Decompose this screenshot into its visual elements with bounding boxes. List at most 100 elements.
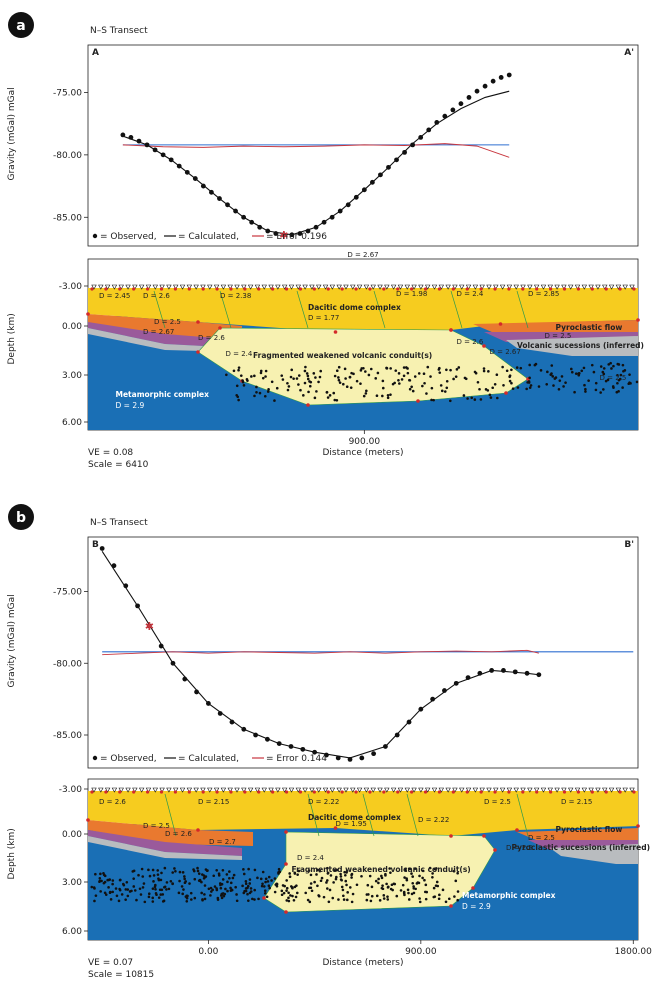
station-triangle-icon [595,787,601,793]
station-triangle-icon [111,787,118,793]
density-sample-point [570,367,573,371]
density-sample-point [117,899,121,903]
density-sample-point [224,887,227,891]
station-triangle-icon [384,284,390,290]
station-triangle-icon [254,284,261,290]
density-sample-point [564,381,567,384]
density-sample-point [141,886,145,889]
station-triangle-icon [370,787,376,793]
density-sample-point [570,370,574,374]
density-sample-point [255,390,258,394]
density-sample-point [288,872,291,875]
density-sample-point [335,868,339,872]
observed-point [536,672,542,678]
density-sample-point [165,881,169,884]
vertex-marker [604,790,608,794]
legend-calculated-label: = Calculated, [178,232,239,242]
density-sample-point [342,898,346,901]
density-sample-point [370,894,374,898]
observed-point [217,711,223,716]
density-sample-point [434,867,438,870]
vertex-marker [535,790,539,794]
station-triangle-icon [520,284,526,290]
depth-axis-label: Depth (km) [7,828,17,879]
density-sample-point [205,869,209,873]
density-sample-point [242,384,246,387]
density-sample-point [124,898,127,901]
density-sample-point [253,394,256,398]
density-sample-point [377,877,380,881]
station-triangle-icon [486,284,492,290]
density-sample-point [295,377,299,380]
density-sample-point [377,881,380,885]
density-sample-point [364,392,368,395]
density-sample-point [384,872,387,876]
density-sample-point [302,394,305,397]
density-sample-point [303,381,307,385]
density-sample-point [421,384,424,388]
station-triangle-icon [322,787,329,793]
depth-tick-label: 3.00 [62,878,82,888]
station-triangle-icon [622,787,628,793]
density-sample-point [289,375,293,379]
station-triangle-icon [547,787,553,793]
density-sample-point [106,878,109,882]
station-triangle-icon [479,787,485,793]
density-sample-point [601,370,605,374]
density-sample-point [203,884,207,887]
density-sample-point [432,895,436,899]
density-sample-point [617,378,621,382]
station-triangle-icon [452,284,458,290]
density-sample-point [367,893,370,896]
vertex-marker [471,886,475,890]
density-sample-point [160,871,163,875]
station-triangle-icon [493,787,499,793]
density-sample-point [259,369,263,373]
vertex-marker [159,790,164,794]
density-sample-point [317,894,321,898]
density-sample-point [464,377,468,381]
density-sample-point [102,871,105,875]
density-sample-point [443,390,447,393]
density-sample-point [235,899,239,903]
density-sample-point [295,891,299,895]
observed-point [394,157,399,163]
density-sample-point [267,388,270,391]
error-line [122,143,510,158]
density-label: D = 1.77 [308,314,339,322]
density-sample-point [335,875,338,879]
density-sample-point [261,870,265,874]
observed-point [477,670,483,676]
density-sample-point [493,382,497,386]
contact-line [450,290,463,329]
vertex-marker [576,790,581,794]
density-sample-point [386,895,389,898]
vertex-marker [437,287,442,291]
station-triangle-icon [281,284,288,290]
observed-point [512,669,518,675]
density-label: D = 2.6 [99,798,126,806]
density-sample-point [307,390,310,394]
vertex-marker [333,330,338,334]
observed-point [321,219,327,225]
density-sample-point [320,876,324,880]
vertex-marker [215,287,219,291]
observed-point [450,107,456,113]
vertex-marker [535,287,539,291]
density-sample-point [393,381,396,385]
observed-point [490,78,496,84]
gravity-tick-label: -85.00 [53,213,82,223]
contact-line [516,290,529,329]
density-sample-point [350,900,354,904]
density-sample-point [397,378,400,382]
density-sample-point [295,884,298,887]
observed-point [434,120,440,125]
density-sample-point [621,386,624,389]
density-sample-point [438,371,442,374]
density-sample-point [287,385,291,388]
vertex-marker [243,287,247,291]
density-sample-point [156,873,160,876]
density-sample-point [617,363,621,366]
density-sample-point [326,887,329,890]
observed-point [426,127,432,133]
